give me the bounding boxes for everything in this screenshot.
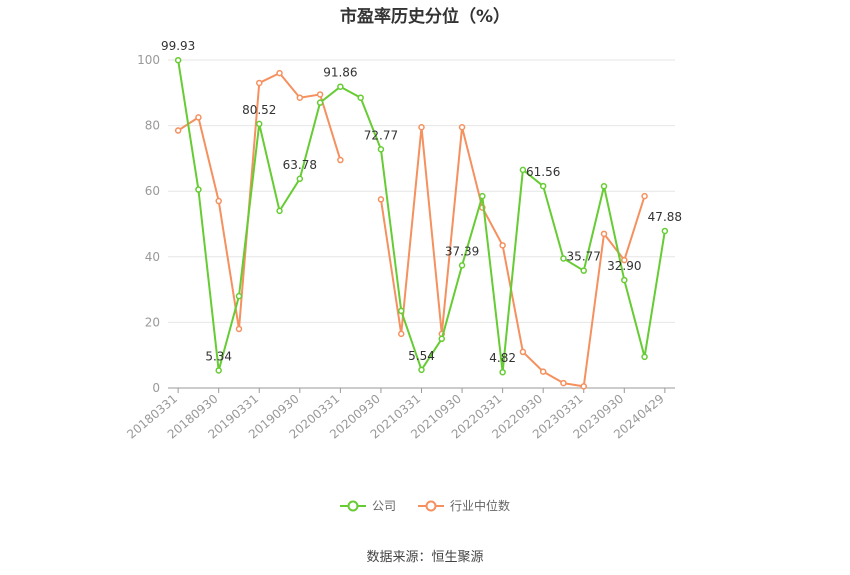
- data-point-industry: [600, 230, 608, 238]
- data-point-company: [235, 292, 243, 300]
- data-point-industry: [580, 383, 587, 390]
- data-label: 63.78: [283, 158, 317, 172]
- axes: 0204060801002018033120180930201903312019…: [124, 53, 675, 442]
- legend-item-company[interactable]: 公司: [339, 497, 396, 514]
- data-point-industry: [377, 196, 385, 203]
- data-label: 99.93: [161, 39, 195, 53]
- data-point-industry: [174, 127, 182, 134]
- series-line-industry: [379, 126, 646, 388]
- data-point-company: [276, 207, 283, 215]
- data-point-company: [661, 227, 669, 235]
- data-label: 32.90: [607, 259, 641, 273]
- y-tick-label: 40: [145, 250, 160, 264]
- legend-company-label: 公司: [371, 499, 396, 513]
- y-tick-label: 20: [145, 315, 160, 329]
- data-labels: 99.93 5.34 80.52 63.78 91.86 72.77 5.54 37.39 4.…: [161, 39, 682, 365]
- data-point-industry: [215, 197, 222, 205]
- data-label: 72.77: [364, 128, 398, 142]
- data-point-company: [621, 276, 628, 284]
- data-point-company: [296, 175, 304, 183]
- data-point-company: [458, 262, 466, 269]
- data-point-company: [418, 366, 425, 374]
- data-point-company: [195, 186, 202, 193]
- y-tick-label: 0: [152, 381, 160, 395]
- legend-company-icon: [339, 500, 366, 511]
- data-point-company: [438, 335, 446, 343]
- data-label: 5.54: [408, 349, 435, 363]
- data-point-industry: [296, 94, 304, 101]
- data-label: 91.86: [323, 66, 357, 80]
- chart-title: 市盈率历史分位（%）: [339, 7, 511, 27]
- y-tick-label: 100: [137, 53, 160, 67]
- data-point-company: [580, 267, 587, 274]
- data-point-company: [215, 367, 222, 374]
- data-point-company: [256, 120, 263, 128]
- data-point-industry: [539, 368, 547, 375]
- data-point-company: [337, 83, 344, 90]
- data-point-company: [600, 183, 608, 190]
- data-point-company: [539, 182, 547, 190]
- data-point-industry: [235, 325, 243, 333]
- data-point-industry: [256, 79, 263, 87]
- data-label: 35.77: [567, 250, 601, 264]
- data-point-company: [397, 307, 405, 315]
- legend-industry-median-icon: [418, 500, 444, 511]
- data-point-industry: [397, 330, 405, 338]
- series: [174, 56, 669, 390]
- data-point-industry: [560, 379, 567, 387]
- data-point-company: [377, 146, 385, 153]
- legend-item-industry-median[interactable]: 行业中位数: [418, 497, 510, 514]
- data-point-industry: [195, 114, 202, 121]
- data-point-industry: [641, 192, 648, 200]
- data-point-industry: [519, 348, 527, 356]
- data-point-company: [316, 99, 324, 106]
- data-point-company: [560, 255, 567, 262]
- data-point-company: [357, 94, 364, 101]
- data-label: 61.56: [526, 165, 560, 179]
- y-tick-label: 80: [145, 119, 160, 133]
- data-point-industry: [316, 91, 324, 98]
- data-point-industry: [458, 123, 466, 131]
- y-tick-label: 60: [145, 184, 160, 198]
- data-point-company: [641, 353, 648, 361]
- data-point-industry: [499, 242, 506, 249]
- data-point-industry: [418, 123, 425, 131]
- data-label: 80.52: [242, 103, 276, 117]
- data-label: 37.39: [445, 244, 479, 258]
- data-label: 47.88: [648, 210, 682, 224]
- grid-lines: [168, 59, 675, 323]
- data-point-company: [479, 192, 486, 200]
- data-point-company: [174, 56, 182, 64]
- source-note: 数据来源：恒生聚源: [366, 550, 484, 565]
- data-label: 5.34: [205, 349, 232, 363]
- legend-industry-median-label: 行业中位数: [450, 499, 511, 513]
- data-point-company: [519, 166, 527, 174]
- legend: 公司 行业中位数: [0, 497, 850, 514]
- data-point-industry: [337, 156, 344, 164]
- data-point-industry: [276, 69, 283, 77]
- data-point-industry: [621, 256, 628, 264]
- data-point-company: [499, 368, 506, 376]
- data-label: 4.82: [489, 351, 516, 365]
